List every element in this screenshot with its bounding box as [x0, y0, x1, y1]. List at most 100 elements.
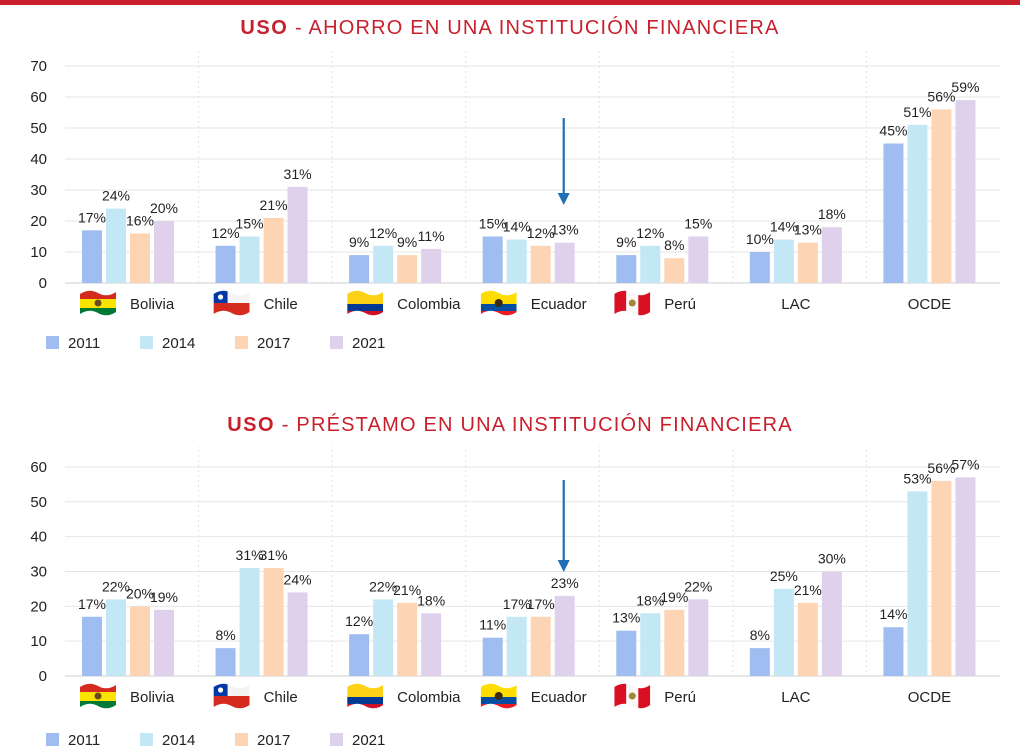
data-label: 17% [527, 596, 555, 612]
data-label: 17% [78, 596, 106, 612]
data-label: 13% [612, 610, 640, 626]
data-label: 57% [951, 456, 979, 472]
chile-flag [213, 683, 250, 709]
legend-swatch [140, 336, 153, 349]
peru-flag [614, 683, 651, 709]
bar-2014 [907, 491, 928, 676]
bar-2021 [821, 227, 842, 283]
bar-2011 [616, 630, 637, 676]
data-label: 21% [794, 582, 822, 598]
category-label: Perú [664, 689, 696, 706]
legend-label: 2014 [162, 335, 195, 352]
data-label: 16% [126, 212, 154, 228]
bar-2011 [749, 252, 770, 283]
legend-swatch [235, 733, 248, 746]
data-label: 14% [770, 219, 798, 235]
category-label: Colombia [397, 296, 461, 313]
y-tick-label: 70 [30, 58, 47, 75]
category-label: Ecuador [531, 296, 587, 313]
data-label: 30% [818, 550, 846, 566]
category-label: Bolivia [130, 689, 175, 706]
data-label: 20% [126, 585, 154, 601]
ecuador-flag [480, 290, 517, 316]
bar-2017 [130, 606, 150, 676]
y-tick-label: 10 [30, 244, 47, 261]
bar-2011 [82, 616, 102, 676]
legend-label: 2017 [257, 335, 290, 352]
bar-2017 [664, 609, 685, 676]
data-label: 22% [102, 578, 130, 594]
bar-2017 [130, 233, 150, 283]
y-tick-label: 0 [39, 668, 47, 685]
legend-label: 2011 [68, 335, 100, 352]
bar-2011 [749, 648, 770, 676]
data-label: 21% [260, 197, 288, 213]
arrow-annotation-icon [557, 480, 570, 572]
bar-2014 [773, 588, 794, 676]
category-label: LAC [781, 296, 810, 313]
bar-2021 [287, 186, 308, 283]
chart-title-prestamo: USO - PRÉSTAMO EN UNA INSTITUCIÓN FINANC… [0, 414, 1020, 437]
data-label: 22% [684, 578, 712, 594]
data-label: 10% [746, 231, 774, 247]
bar-2017 [797, 242, 818, 283]
bar-2014 [373, 599, 394, 676]
bar-2021 [688, 599, 709, 676]
data-label: 51% [903, 104, 931, 120]
data-label: 15% [236, 216, 264, 232]
bar-2014 [506, 239, 527, 283]
bar-2011 [482, 236, 503, 283]
y-tick-label: 40 [30, 151, 47, 168]
bar-2011 [82, 230, 102, 283]
data-label: 18% [636, 592, 664, 608]
bar-2014 [640, 245, 661, 283]
y-tick-label: 20 [30, 598, 47, 615]
category-label: Colombia [397, 689, 461, 706]
bar-2017 [797, 602, 818, 676]
data-label: 25% [770, 568, 798, 584]
legend-swatch [330, 336, 343, 349]
colombia-flag [347, 290, 384, 316]
data-label: 11% [479, 617, 506, 633]
bar-2021 [154, 609, 174, 676]
category-label: OCDE [908, 689, 951, 706]
bar-2017 [931, 109, 952, 284]
bar-2017 [530, 616, 551, 676]
bar-2014 [640, 613, 661, 676]
bar-2014 [506, 616, 527, 676]
y-tick-label: 0 [39, 275, 47, 292]
data-label: 9% [616, 234, 636, 250]
bar-2014 [106, 208, 126, 283]
bar-2011 [215, 245, 236, 283]
bolivia-flag [80, 683, 116, 709]
bar-2011 [215, 648, 236, 676]
category-label: Perú [664, 296, 696, 313]
legend-swatch [330, 733, 343, 746]
y-tick-label: 60 [30, 89, 47, 106]
data-label: 14% [503, 219, 531, 235]
category-label: LAC [781, 689, 810, 706]
legend-label: 2017 [257, 732, 290, 749]
bar-2011 [616, 255, 637, 283]
data-label: 13% [794, 222, 822, 238]
data-label: 12% [212, 225, 240, 241]
data-label: 24% [102, 188, 130, 204]
bar-2021 [688, 236, 709, 283]
bar-2014 [239, 568, 260, 676]
bar-2011 [883, 143, 904, 283]
legend-swatch [140, 733, 153, 746]
data-label: 59% [951, 79, 979, 95]
data-label: 24% [284, 571, 312, 587]
bar-2021 [955, 477, 976, 676]
chart-title-bold: USO [227, 414, 276, 436]
data-label: 12% [636, 225, 664, 241]
chart-title-text: - AHORRO EN UNA INSTITUCIÓN FINANCIERA [288, 17, 780, 39]
data-label: 23% [551, 575, 579, 591]
bar-2021 [955, 100, 976, 283]
bar-chart-prestamo: 010203040506017%22%20%19%Bolivia8%31%31%… [30, 446, 1000, 749]
data-label: 17% [503, 596, 531, 612]
arrow-annotation-icon [557, 118, 570, 205]
y-tick-label: 50 [30, 494, 47, 511]
data-label: 31% [284, 166, 312, 182]
chart-title-ahorro: USO - AHORRO EN UNA INSTITUCIÓN FINANCIE… [0, 17, 1020, 40]
